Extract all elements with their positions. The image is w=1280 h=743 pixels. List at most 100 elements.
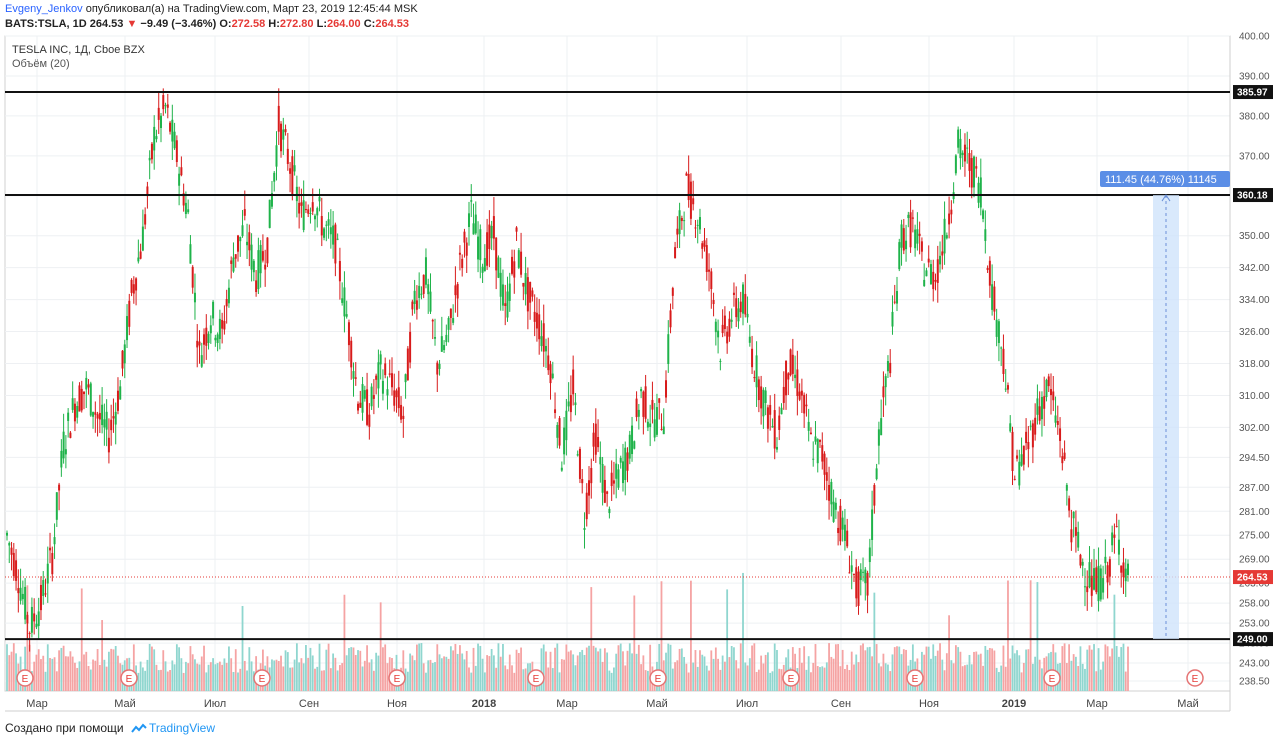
volume-bar (545, 651, 547, 691)
candle-body (542, 323, 545, 352)
volume-bar (751, 645, 753, 691)
candle-body (576, 454, 579, 456)
volume-bar (488, 656, 491, 691)
candle-body (771, 426, 774, 428)
volume-bar (710, 650, 713, 691)
candle-body (73, 403, 76, 422)
author-link[interactable]: Evgeny_Jenkov (5, 3, 83, 15)
volume-bar (1027, 649, 1030, 691)
volume-bar (998, 672, 1000, 691)
candle-body (739, 301, 742, 313)
candle-body (286, 148, 289, 164)
candle-body (51, 553, 54, 575)
volume-bar (565, 644, 568, 691)
earnings-marker-icon[interactable] (1043, 669, 1061, 687)
volume-bar (637, 644, 640, 691)
candle-body (1047, 376, 1050, 387)
volume-bar (320, 670, 323, 691)
candle-body (209, 325, 212, 334)
volume-bar (15, 653, 17, 691)
candle-body (293, 165, 296, 172)
candle-body (554, 409, 557, 414)
volume-bar (436, 644, 439, 691)
earnings-marker-icon[interactable] (1186, 669, 1204, 687)
earnings-marker-icon[interactable] (527, 669, 545, 687)
candle-body (975, 166, 978, 169)
low-value: 264.00 (327, 18, 361, 30)
candle-body (37, 611, 40, 626)
candle-body (644, 386, 647, 419)
candle-body (762, 389, 765, 417)
volume-bar (214, 664, 217, 691)
volume-bar (905, 649, 907, 691)
volume-bar (205, 672, 208, 691)
candle-body (203, 334, 206, 345)
level-price-tag (1233, 188, 1273, 203)
candle-body (660, 428, 663, 430)
publication-line: Evgeny_Jenkov опубликовал(а) на TradingV… (5, 3, 418, 15)
volume-bar (948, 615, 950, 691)
volume-bar (1111, 648, 1114, 691)
candle-body (332, 225, 335, 245)
volume-bar (1016, 650, 1018, 691)
earnings-marker-icon[interactable] (388, 669, 406, 687)
candle-body (948, 213, 951, 225)
earnings-marker-icon[interactable] (16, 669, 34, 687)
volume-bar (923, 654, 926, 691)
volume-bar (273, 660, 276, 691)
candle-body (896, 291, 899, 304)
candle-body (361, 384, 364, 413)
candle-body (966, 147, 969, 149)
volume-bar (767, 652, 769, 691)
volume-bar (470, 672, 473, 691)
candle-body (6, 532, 8, 536)
earnings-marker-icon[interactable] (649, 669, 667, 687)
volume-bar (1002, 645, 1005, 691)
volume-bar (187, 663, 190, 691)
series-legend[interactable]: TESLA INC, 1Д, Cboe BZX (12, 44, 145, 56)
volume-bar (160, 669, 162, 691)
volume-legend[interactable]: Объём (20) (12, 58, 70, 70)
candle-body (350, 340, 353, 368)
candle-body (748, 336, 751, 343)
high-value: 272.80 (279, 18, 314, 30)
volume-bar (1124, 671, 1127, 691)
volume-bar (103, 659, 106, 691)
candle-body (683, 220, 686, 222)
volume-bar (771, 671, 774, 691)
y-tick-label: 238.50 (1239, 677, 1270, 688)
volume-bar (302, 663, 305, 691)
x-tick-label: Ноя (387, 698, 407, 710)
volume-bar (875, 644, 878, 691)
candle-body (606, 491, 609, 494)
y-tick-label: 243.00 (1239, 659, 1270, 670)
volume-bar (402, 650, 405, 691)
tradingview-brand[interactable]: TradingView (148, 721, 216, 735)
volume-bar (1081, 663, 1084, 691)
candle-body (796, 369, 799, 397)
candle-body (327, 219, 330, 226)
volume-bar (834, 644, 837, 691)
candle-body (712, 299, 715, 305)
candle-body (714, 321, 717, 333)
candle-body (318, 196, 321, 202)
volume-bar (624, 665, 627, 691)
candle-body (866, 572, 869, 596)
volume-bar (513, 672, 516, 691)
candle-body (551, 373, 554, 379)
volume-bar (588, 645, 590, 691)
earnings-marker-icon[interactable] (120, 669, 138, 687)
volume-bar (83, 654, 85, 691)
candle-body (925, 270, 928, 277)
volume-bar (712, 658, 715, 691)
earnings-marker-icon[interactable] (782, 669, 800, 687)
volume-bar (844, 668, 846, 691)
volume-bar (911, 644, 914, 691)
x-tick-label: Мар (1086, 698, 1108, 710)
earnings-marker-icon[interactable] (906, 669, 924, 687)
volume-bar (341, 663, 344, 691)
candle-body (126, 316, 129, 341)
earnings-marker-icon[interactable] (253, 669, 271, 687)
candle-body (282, 129, 285, 140)
